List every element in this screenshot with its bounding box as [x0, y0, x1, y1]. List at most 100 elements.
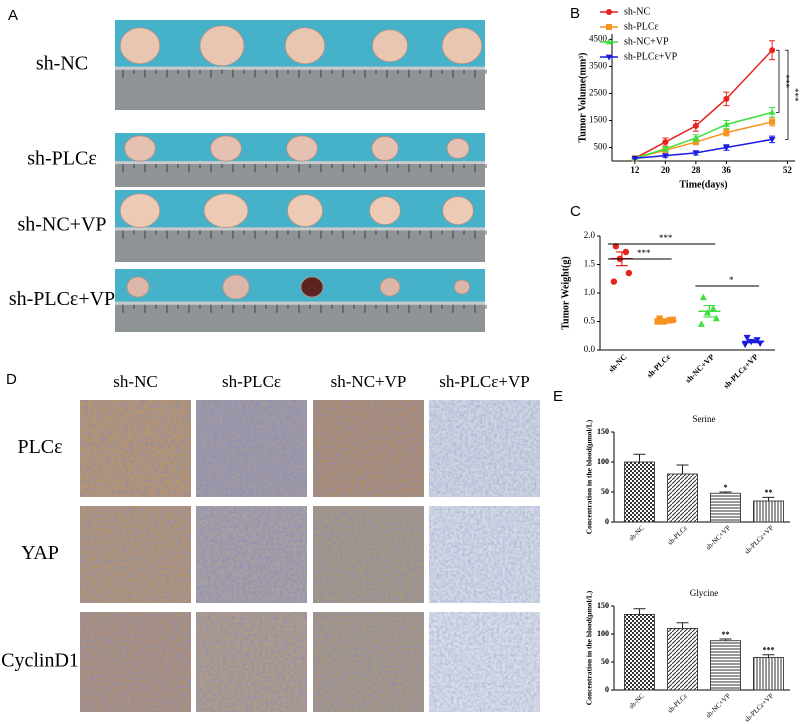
- ihc-texture: [429, 612, 540, 712]
- sem-bar: [703, 304, 716, 318]
- error-bar: [762, 496, 775, 501]
- y-axis-label: Concentration in the blood(μmol/L): [585, 419, 594, 534]
- photo-ruler: [115, 227, 485, 262]
- legend-label: sh-PLCε: [624, 21, 659, 32]
- bar: [710, 640, 741, 691]
- ihc-texture: [80, 506, 191, 603]
- significance-label: ***: [659, 233, 673, 243]
- marker: [692, 122, 699, 129]
- ihc-texture: [429, 506, 540, 603]
- ihc-texture: [313, 506, 424, 603]
- tumor: [119, 193, 161, 228]
- marker: [743, 334, 751, 342]
- tumor: [442, 196, 474, 225]
- y-tick-label: 1.5: [584, 259, 596, 269]
- bar: [753, 500, 784, 523]
- marker: [605, 54, 613, 61]
- series-line: [634, 121, 773, 160]
- marker: [631, 155, 639, 162]
- y-tick-label: 50: [601, 487, 609, 496]
- photo-ruler-edge: [115, 161, 485, 165]
- bar: [624, 461, 655, 523]
- legend-label: sh-NC+VP: [624, 36, 669, 47]
- tumor: [284, 27, 326, 65]
- x-axis-label: Time(days): [679, 179, 727, 190]
- significance-bracket: [785, 49, 789, 140]
- error-bar: [676, 464, 689, 474]
- y-tick-label: 2500: [589, 88, 608, 98]
- photo-ruler-edge: [115, 66, 485, 70]
- significance-label: *: [729, 275, 734, 285]
- y-tick-label: 150: [597, 601, 609, 610]
- y-tick-label: 0.0: [584, 344, 596, 354]
- y-tick-label: 1.0: [584, 287, 596, 297]
- tumor: [126, 276, 150, 298]
- y-tick-label: 100: [597, 457, 609, 466]
- marker: [723, 129, 730, 136]
- marker: [662, 153, 669, 160]
- x-tick-label: 12: [630, 165, 640, 175]
- marker: [699, 293, 707, 301]
- column-label: sh-NC: [113, 372, 157, 391]
- marker: [692, 134, 700, 141]
- tumor: [286, 194, 323, 227]
- marker: [612, 243, 620, 250]
- marker: [769, 118, 776, 125]
- x-tick-label: sh-NC: [627, 692, 646, 711]
- marker: [654, 318, 661, 325]
- y-tick-label: 0.5: [584, 316, 596, 326]
- y-tick-label: 3500: [589, 60, 608, 70]
- row-label: PLCε: [17, 436, 62, 458]
- marker: [768, 108, 776, 115]
- bar: [667, 628, 698, 691]
- column-label: sh-NC+VP: [331, 372, 407, 391]
- ihc-texture: [80, 612, 191, 712]
- panel-letter: C: [570, 203, 581, 220]
- y-tick-label: 1500: [589, 115, 608, 125]
- group-label: sh-NC+VP: [17, 214, 106, 236]
- panel-letter: B: [570, 5, 580, 22]
- series-line: [634, 49, 773, 159]
- column-label: sh-PLCε+VP: [439, 372, 529, 391]
- photo-ruler: [115, 161, 485, 187]
- panel-letter: E: [553, 388, 563, 405]
- ihc-texture: [196, 612, 307, 712]
- tumor: [371, 136, 399, 161]
- bar: [667, 473, 698, 523]
- group-label: sh-PLCε: [27, 148, 97, 170]
- tumor: [124, 135, 156, 162]
- photo-cloth: [115, 269, 485, 302]
- legend-label: sh-PLCε+VP: [624, 51, 678, 62]
- x-tick-label: sh-NC+VP: [684, 352, 717, 385]
- error-bar: [762, 654, 775, 658]
- tumor: [119, 27, 161, 65]
- tumor: [446, 138, 470, 159]
- tumor: [222, 274, 250, 300]
- marker: [606, 24, 612, 30]
- bar: [624, 614, 655, 691]
- error-bar: [719, 638, 732, 641]
- x-tick-label: sh-PLCε+VP: [743, 692, 775, 724]
- significance-label: ***: [781, 75, 791, 89]
- marker: [692, 150, 700, 157]
- series-line: [634, 138, 773, 160]
- ihc-texture: [196, 506, 307, 603]
- x-tick-label: 36: [722, 165, 732, 175]
- tumor: [210, 135, 242, 162]
- marker: [741, 341, 749, 349]
- y-tick-label: 500: [594, 142, 608, 152]
- tumor: [203, 193, 249, 228]
- marker: [697, 320, 705, 327]
- tumor: [441, 27, 483, 65]
- bar: [710, 492, 741, 523]
- tumor: [369, 196, 401, 225]
- significance-label: **: [722, 630, 730, 639]
- y-tick-label: 0: [605, 685, 609, 694]
- y-tick-label: 50: [601, 657, 609, 666]
- row-label: YAP: [21, 542, 59, 564]
- y-tick-label: 4500: [589, 33, 608, 43]
- row-label: CyclinD1: [1, 650, 79, 672]
- marker: [610, 278, 618, 285]
- tumor: [379, 277, 401, 297]
- significance-label: *: [724, 483, 728, 492]
